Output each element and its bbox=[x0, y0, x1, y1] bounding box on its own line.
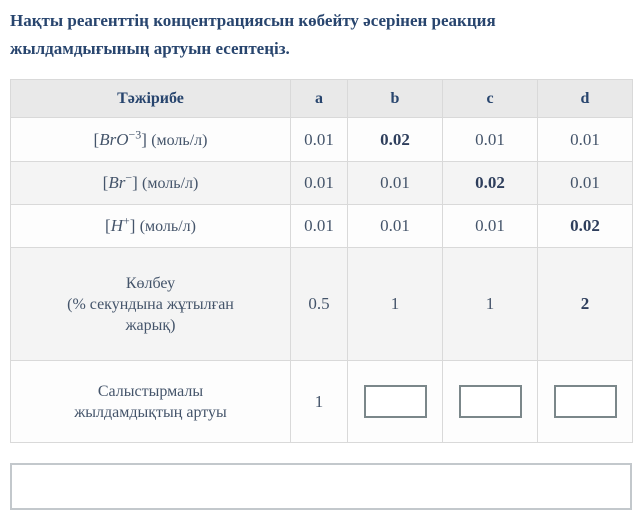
slope-label-line: (% секундына жұтылған bbox=[67, 295, 234, 313]
cell-value: 1 bbox=[442, 247, 538, 361]
relative-rate-label-line: жылдамдықтың артуы bbox=[74, 403, 227, 421]
bracket-open: [ bbox=[105, 216, 111, 235]
col-header-c: c bbox=[442, 79, 538, 118]
bracket-open: [ bbox=[102, 173, 109, 192]
col-header-b: b bbox=[347, 79, 443, 118]
cell-input-b bbox=[347, 360, 443, 443]
relative-rate-input-c[interactable] bbox=[458, 385, 522, 418]
table-row-bro3: [BrO−3] (моль/л) 0.01 0.02 0.01 0.01 bbox=[10, 117, 633, 162]
cell-value: 1 bbox=[290, 360, 348, 443]
relative-rate-input-d[interactable] bbox=[553, 385, 617, 418]
chem-symbol: Br bbox=[108, 173, 126, 192]
slope-label-line: Көлбеу bbox=[125, 274, 176, 292]
br-formula: [Br−] bbox=[102, 170, 138, 192]
slope-label-line: жарық) bbox=[125, 316, 176, 334]
cell-value: 0.01 bbox=[290, 204, 348, 248]
unit-label: (моль/л) bbox=[142, 175, 199, 192]
cell-value: 0.01 bbox=[442, 117, 538, 162]
relative-rate-label-line: Салыстырмалы bbox=[97, 382, 204, 400]
charge-superscript: + bbox=[122, 213, 130, 228]
cell-value: 0.01 bbox=[347, 204, 443, 248]
cell-value: 1 bbox=[347, 247, 443, 361]
bro3-formula: [BrO−3] bbox=[93, 126, 147, 149]
answer-input[interactable] bbox=[10, 463, 632, 510]
bracket-close: ] bbox=[129, 216, 136, 235]
cell-value: 0.5 bbox=[290, 247, 348, 361]
charge-superscript: − bbox=[125, 170, 133, 185]
cell-value: 0.01 bbox=[537, 117, 633, 162]
cell-value: 0.01 bbox=[290, 161, 348, 205]
col-header-a: a bbox=[290, 79, 348, 118]
cell-value: 0.02 bbox=[442, 161, 538, 205]
row-label-slope: Көлбеу (% секундына жұтылған жарық) bbox=[10, 247, 291, 361]
bracket-close: ] bbox=[141, 129, 147, 149]
table-row-slope: Көлбеу (% секундына жұтылған жарық) 0.5 … bbox=[10, 247, 633, 361]
col-header-d: d bbox=[537, 79, 633, 118]
col-header-experiment: Тәжірибе bbox=[10, 79, 291, 118]
row-label-h: [H+] (моль/л) bbox=[10, 204, 291, 248]
cell-value: 0.01 bbox=[347, 161, 443, 205]
cell-value: 0.02 bbox=[347, 117, 443, 162]
table-row-h: [H+] (моль/л) 0.01 0.01 0.01 0.02 bbox=[10, 204, 633, 248]
cell-value: 0.02 bbox=[537, 204, 633, 248]
cell-value: 0.01 bbox=[537, 161, 633, 205]
row-label-bro3: [BrO−3] (моль/л) bbox=[10, 117, 291, 162]
h-formula: [H+] bbox=[105, 213, 136, 235]
cell-input-d bbox=[537, 360, 633, 443]
bracket-close: ] bbox=[132, 173, 138, 192]
cell-input-c bbox=[442, 360, 538, 443]
relative-rate-input-b[interactable] bbox=[363, 385, 427, 418]
row-label-br: [Br−] (моль/л) bbox=[10, 161, 291, 205]
cell-value: 0.01 bbox=[442, 204, 538, 248]
chem-symbol: BrO bbox=[99, 129, 129, 149]
unit-label: (моль/л) bbox=[139, 218, 196, 235]
table-row-relative-rate: Салыстырмалы жылдамдықтың артуы 1 bbox=[10, 360, 633, 443]
experiment-table: Тәжірибе a b c d [BrO−3] (моль/л) 0.01 0… bbox=[10, 79, 633, 443]
chem-symbol: H bbox=[110, 216, 123, 235]
unit-label: (моль/л) bbox=[151, 131, 208, 149]
table-row-br: [Br−] (моль/л) 0.01 0.01 0.02 0.01 bbox=[10, 161, 633, 205]
question-title: Нақты реагенттің концентрациясын көбейту… bbox=[10, 11, 496, 58]
bracket-open: [ bbox=[93, 129, 100, 149]
row-label-relative-rate: Салыстырмалы жылдамдықтың артуы bbox=[10, 360, 291, 443]
cell-value: 2 bbox=[537, 247, 633, 361]
header-row: Тәжірибе a b c d bbox=[10, 79, 633, 118]
charge-superscript: −3 bbox=[128, 126, 142, 141]
cell-value: 0.01 bbox=[290, 117, 348, 162]
